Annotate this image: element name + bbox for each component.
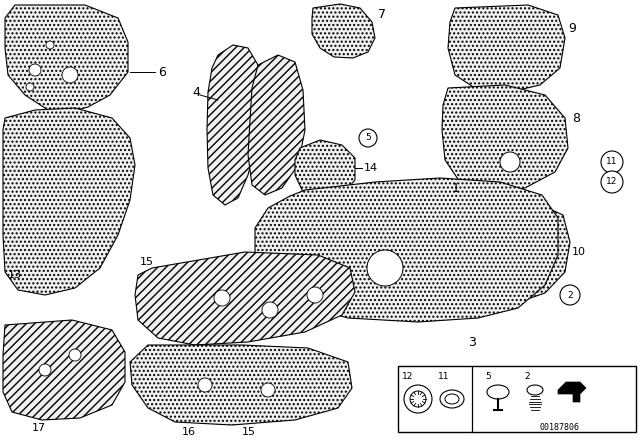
Polygon shape <box>448 5 565 92</box>
Polygon shape <box>207 45 262 205</box>
Circle shape <box>262 302 278 318</box>
Circle shape <box>601 171 623 193</box>
Ellipse shape <box>527 385 543 395</box>
Text: 2: 2 <box>524 372 530 381</box>
Polygon shape <box>558 382 586 402</box>
Text: 2: 2 <box>567 290 573 300</box>
Text: 1: 1 <box>452 181 460 194</box>
Circle shape <box>500 152 520 172</box>
Circle shape <box>39 364 51 376</box>
Polygon shape <box>3 320 125 420</box>
Circle shape <box>69 349 81 361</box>
Text: 13: 13 <box>8 270 22 280</box>
Polygon shape <box>453 200 570 305</box>
Circle shape <box>307 287 323 303</box>
Polygon shape <box>442 85 568 193</box>
Circle shape <box>601 151 623 173</box>
Text: 11: 11 <box>606 158 618 167</box>
Bar <box>398 366 636 432</box>
Text: 16: 16 <box>182 427 196 437</box>
Polygon shape <box>312 4 375 58</box>
Text: 12: 12 <box>403 372 413 381</box>
Polygon shape <box>3 108 135 295</box>
Text: 11: 11 <box>438 372 450 381</box>
Polygon shape <box>255 178 558 322</box>
Circle shape <box>404 385 432 413</box>
Text: 4: 4 <box>192 86 200 99</box>
Text: 9: 9 <box>568 22 576 34</box>
Text: 8: 8 <box>572 112 580 125</box>
Text: 3: 3 <box>468 336 476 349</box>
Circle shape <box>261 383 275 397</box>
Text: 17: 17 <box>32 423 46 433</box>
Polygon shape <box>130 345 352 425</box>
Polygon shape <box>295 140 355 200</box>
Text: 14: 14 <box>364 163 378 173</box>
Polygon shape <box>135 252 355 345</box>
Text: 15: 15 <box>140 257 154 267</box>
Circle shape <box>62 67 78 83</box>
Text: 15: 15 <box>242 427 256 437</box>
Polygon shape <box>5 5 128 112</box>
Circle shape <box>359 129 377 147</box>
Ellipse shape <box>487 385 509 399</box>
Ellipse shape <box>440 390 464 408</box>
Text: 12: 12 <box>606 177 618 186</box>
Text: 5: 5 <box>485 372 491 381</box>
Circle shape <box>29 64 41 76</box>
Circle shape <box>26 83 34 91</box>
Ellipse shape <box>445 394 459 404</box>
Circle shape <box>367 250 403 286</box>
Text: 00187806: 00187806 <box>540 422 580 431</box>
Circle shape <box>46 41 54 49</box>
Circle shape <box>410 391 426 407</box>
Circle shape <box>560 285 580 305</box>
Circle shape <box>214 290 230 306</box>
Text: 6: 6 <box>158 65 166 78</box>
Text: 7: 7 <box>378 9 386 22</box>
Circle shape <box>198 378 212 392</box>
Text: 5: 5 <box>365 134 371 142</box>
Polygon shape <box>248 55 305 195</box>
Text: 10: 10 <box>572 247 586 257</box>
